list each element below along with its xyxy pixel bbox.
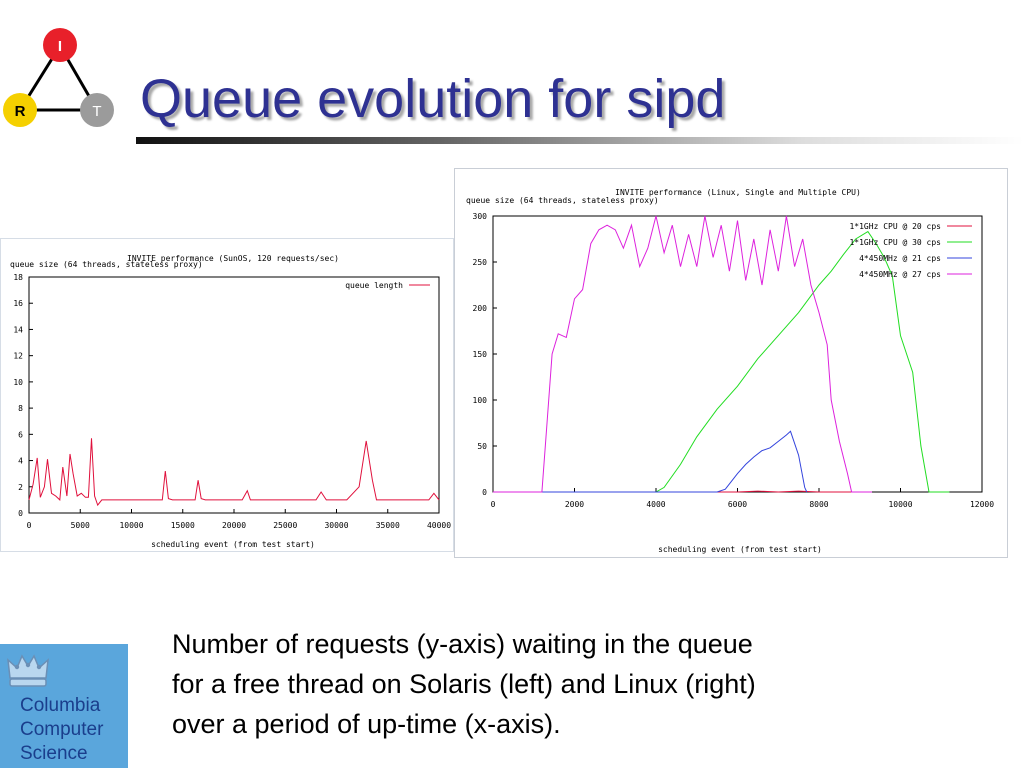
chart-ylabel: queue size (64 threads, stateless proxy): [466, 196, 659, 205]
irt-logo: I R T: [3, 28, 114, 127]
series-line-4: [493, 215, 872, 493]
chart-xlabel: scheduling event (from test start): [151, 540, 315, 549]
y-tick-label: 10: [13, 378, 23, 387]
x-tick-label: 12000: [970, 500, 994, 509]
x-tick-label: 25000: [273, 521, 297, 530]
x-tick-label: 6000: [728, 500, 747, 509]
slide-caption: Number of requests (y-axis) waiting in t…: [172, 624, 962, 744]
columbia-logo: Columbia Computer Science: [0, 644, 128, 768]
x-tick-label: 20000: [222, 521, 246, 530]
x-tick-label: 30000: [324, 521, 348, 530]
logo-label-top: I: [58, 38, 62, 55]
legend-label: 4*450MHz @ 27 cps: [859, 270, 941, 279]
y-tick-label: 100: [473, 396, 488, 405]
y-tick-label: 16: [13, 299, 23, 308]
logo-node-left: [3, 93, 37, 127]
x-tick-label: 10000: [888, 500, 912, 509]
x-tick-label: 4000: [646, 500, 665, 509]
solaris-chart: INVITE performance (SunOS, 120 requests/…: [0, 236, 454, 554]
linux-chart-svg: INVITE performance (Linux, Single and Mu…: [454, 168, 1008, 558]
x-tick-label: 5000: [71, 521, 90, 530]
caption-line: over a period of up-time (x-axis).: [172, 709, 561, 739]
x-tick-label: 10000: [119, 521, 143, 530]
logo-node-right: [80, 93, 114, 127]
legend-label: 1*1GHz CPU @ 30 cps: [849, 238, 941, 247]
legend-label: 4*450MHz @ 21 cps: [859, 254, 941, 263]
x-tick-label: 15000: [171, 521, 195, 530]
solaris-chart-svg: INVITE performance (SunOS, 120 requests/…: [0, 238, 454, 552]
logo-line: Columbia: [20, 695, 101, 716]
y-tick-label: 4: [18, 457, 23, 466]
chart-title: INVITE performance (Linux, Single and Mu…: [615, 188, 861, 197]
logo-label-right: T: [92, 103, 101, 120]
logo-node-top: [43, 28, 77, 62]
series-line-2: [493, 230, 950, 493]
y-tick-label: 12: [13, 352, 23, 361]
columbia-logo-text: Columbia Computer Science: [20, 694, 103, 766]
logo-label-left: R: [15, 103, 26, 120]
y-tick-label: 50: [477, 442, 487, 451]
y-tick-label: 0: [482, 488, 487, 497]
series-line-3: [493, 430, 808, 493]
x-tick-label: 0: [27, 521, 32, 530]
linux-chart: INVITE performance (Linux, Single and Mu…: [454, 168, 1008, 558]
y-tick-label: 2: [18, 483, 23, 492]
x-tick-label: 35000: [376, 521, 400, 530]
crown-icon: [7, 654, 49, 687]
x-tick-label: 0: [491, 500, 496, 509]
caption-line: Number of requests (y-axis) waiting in t…: [172, 629, 753, 659]
title-underline: [136, 137, 1024, 144]
x-tick-label: 2000: [565, 500, 584, 509]
y-tick-label: 250: [473, 258, 488, 267]
logo-line: Science: [20, 743, 88, 764]
y-tick-label: 18: [13, 273, 23, 282]
series-line-1: [28, 438, 440, 507]
y-tick-label: 0: [18, 509, 23, 518]
logo-line: Computer: [20, 719, 104, 740]
y-tick-label: 8: [18, 404, 23, 413]
y-tick-label: 300: [473, 212, 488, 221]
chart-title: INVITE performance (SunOS, 120 requests/…: [127, 254, 339, 263]
legend-label: queue length: [345, 281, 403, 290]
slide-title: Queue evolution for sipd: [140, 69, 726, 129]
caption-line: for a free thread on Solaris (left) and …: [172, 669, 756, 699]
chart-ylabel: queue size (64 threads, stateless proxy): [10, 260, 203, 269]
y-tick-label: 14: [13, 325, 23, 334]
y-tick-label: 6: [18, 430, 23, 439]
legend-label: 1*1GHz CPU @ 20 cps: [849, 222, 941, 231]
x-tick-label: 8000: [809, 500, 828, 509]
chart-xlabel: scheduling event (from test start): [658, 545, 822, 554]
y-tick-label: 150: [473, 350, 488, 359]
x-tick-label: 40000: [427, 521, 451, 530]
y-tick-label: 200: [473, 304, 488, 313]
